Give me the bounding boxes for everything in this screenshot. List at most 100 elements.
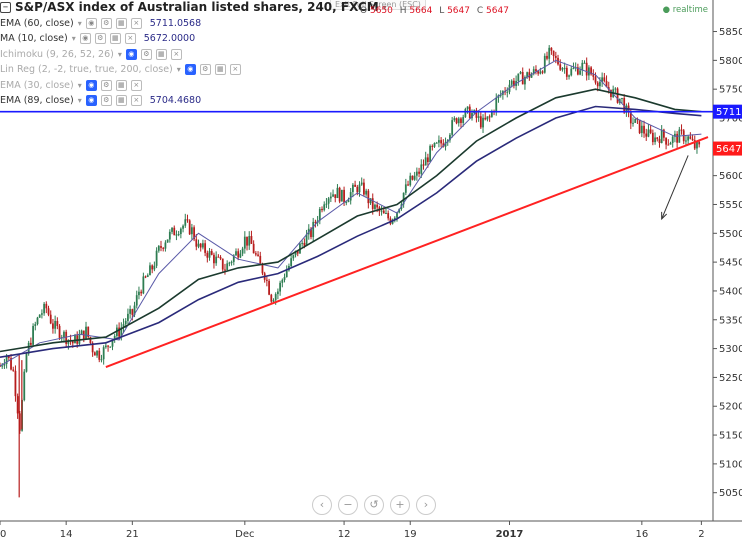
y-tick-label: 5400 bbox=[719, 286, 742, 297]
candle-body bbox=[228, 262, 231, 264]
candle-body bbox=[360, 182, 363, 185]
candle-body bbox=[104, 345, 107, 348]
candle-body bbox=[607, 87, 610, 90]
format-icon[interactable]: ▦ bbox=[109, 33, 121, 45]
candle-body bbox=[151, 265, 154, 270]
y-tick-label: 5700 bbox=[719, 114, 742, 125]
candle-body bbox=[146, 275, 149, 277]
candle-body bbox=[318, 208, 321, 221]
reset-button[interactable]: ↺ bbox=[364, 495, 384, 515]
settings-icon[interactable]: ⚙ bbox=[140, 48, 152, 60]
candle-body bbox=[442, 143, 445, 147]
candle-body bbox=[239, 253, 242, 258]
format-icon[interactable]: ▦ bbox=[115, 79, 127, 91]
candle-body bbox=[224, 269, 226, 271]
candle-body bbox=[415, 171, 418, 176]
indicator-row[interactable]: EMA (89, close) ▾ ◉ ⚙ ▦ × 5704.4680 bbox=[0, 93, 391, 109]
eye-icon[interactable]: ◉ bbox=[125, 48, 137, 60]
candle-body bbox=[605, 81, 608, 88]
candle-body bbox=[153, 265, 156, 270]
candle-body bbox=[265, 279, 268, 281]
candle-body bbox=[449, 134, 451, 141]
eye-icon[interactable]: ◉ bbox=[85, 79, 97, 91]
zoom-out-button[interactable]: − bbox=[338, 495, 358, 515]
settings-icon[interactable]: ⚙ bbox=[100, 17, 112, 29]
candle-body bbox=[462, 117, 465, 123]
indicator-row[interactable]: EMA (60, close) ▾ ◉ ⚙ ▦ × 5711.0568 bbox=[0, 16, 391, 32]
candle-body bbox=[594, 76, 597, 83]
candle-body bbox=[457, 118, 460, 124]
eye-icon[interactable]: ◉ bbox=[184, 64, 196, 76]
indicator-label: Ichimoku (9, 26, 52, 26) bbox=[0, 48, 114, 60]
chevron-down-icon[interactable]: ▾ bbox=[71, 34, 76, 43]
eye-icon[interactable]: ◉ bbox=[85, 95, 97, 107]
zoom-in-button[interactable]: + bbox=[390, 495, 410, 515]
chevron-down-icon[interactable]: ▾ bbox=[176, 65, 181, 74]
x-tick-label: 12 bbox=[338, 529, 351, 540]
chevron-down-icon[interactable]: ▾ bbox=[117, 49, 122, 59]
candle-body bbox=[171, 227, 173, 232]
indicator-row[interactable]: Lin Reg (2, -2, true, true, 200, close) ▾… bbox=[0, 62, 391, 78]
candle-body bbox=[471, 113, 473, 119]
candle-body bbox=[261, 263, 264, 274]
indicator-row[interactable]: Ichimoku (9, 26, 52, 26) ▾ ◉ ⚙ ▦ × bbox=[0, 47, 391, 63]
settings-icon[interactable]: ⚙ bbox=[100, 95, 112, 107]
candle-body bbox=[665, 137, 667, 145]
candle-body bbox=[202, 243, 204, 248]
close-icon[interactable]: × bbox=[130, 17, 142, 29]
close-icon[interactable]: × bbox=[124, 33, 136, 45]
candle-body bbox=[34, 324, 37, 326]
indicator-row[interactable]: EMA (30, close) ▾ ◉ ⚙ ▦ × bbox=[0, 78, 391, 94]
candle-body bbox=[398, 208, 401, 213]
eye-icon[interactable]: ◉ bbox=[79, 33, 91, 45]
chevron-down-icon[interactable]: ▾ bbox=[77, 18, 82, 28]
candle-body bbox=[638, 119, 641, 134]
eye-icon[interactable]: ◉ bbox=[85, 17, 97, 29]
candle-body bbox=[435, 142, 438, 144]
format-icon[interactable]: ▦ bbox=[115, 95, 127, 107]
candle-body bbox=[166, 239, 169, 243]
chevron-down-icon[interactable]: ▾ bbox=[77, 80, 82, 90]
candle-body bbox=[259, 255, 262, 264]
candle-body bbox=[634, 118, 637, 123]
indicator-row[interactable]: MA (10, close) ▾ ◉ ⚙ ▦ × 5672.0000 bbox=[0, 31, 391, 47]
candle-body bbox=[528, 72, 531, 78]
candle-body bbox=[568, 75, 570, 77]
time-axis[interactable]: 00 14 21 Dec 12 19 2017 16 2 bbox=[0, 521, 705, 540]
candle-body bbox=[63, 331, 65, 338]
settings-icon[interactable]: ⚙ bbox=[94, 33, 106, 45]
settings-icon[interactable]: ⚙ bbox=[100, 79, 112, 91]
y-tick-label: 5450 bbox=[719, 258, 742, 269]
candle-body bbox=[188, 220, 191, 235]
candle-body bbox=[230, 261, 233, 263]
candle-body bbox=[438, 140, 440, 143]
candle-body bbox=[303, 242, 306, 246]
close-icon[interactable]: × bbox=[130, 95, 142, 107]
x-tick-label: Dec bbox=[235, 529, 254, 540]
y-tick-label: 5750 bbox=[719, 85, 742, 96]
format-icon[interactable]: ▦ bbox=[155, 48, 167, 60]
settings-icon[interactable]: ⚙ bbox=[199, 64, 211, 76]
chevron-down-icon[interactable]: ▾ bbox=[77, 96, 82, 105]
arrow-line bbox=[661, 155, 689, 220]
scroll-left-button[interactable]: ‹ bbox=[312, 495, 332, 515]
candle-body bbox=[698, 141, 701, 145]
candle-body bbox=[182, 225, 184, 229]
candle-body bbox=[47, 308, 50, 315]
collapse-icon[interactable]: − bbox=[0, 2, 11, 14]
chevron-down-icon[interactable]: ▾ bbox=[382, 3, 387, 12]
x-tick-label: 14 bbox=[60, 529, 73, 540]
exit-fullscreen-button[interactable]: Exit Full Screen (ESC) bbox=[330, 0, 426, 10]
candle-body bbox=[374, 204, 376, 209]
candle-body bbox=[250, 236, 253, 244]
candle-body bbox=[144, 276, 147, 278]
close-icon[interactable]: × bbox=[130, 79, 142, 91]
close-icon[interactable]: × bbox=[170, 48, 182, 60]
scroll-right-button[interactable]: › bbox=[416, 495, 436, 515]
format-icon[interactable]: ▦ bbox=[214, 64, 226, 76]
format-icon[interactable]: ▦ bbox=[115, 17, 127, 29]
candle-body bbox=[676, 133, 679, 143]
candle-body bbox=[7, 355, 10, 358]
close-icon[interactable]: × bbox=[229, 64, 241, 76]
candle-body bbox=[629, 112, 632, 124]
